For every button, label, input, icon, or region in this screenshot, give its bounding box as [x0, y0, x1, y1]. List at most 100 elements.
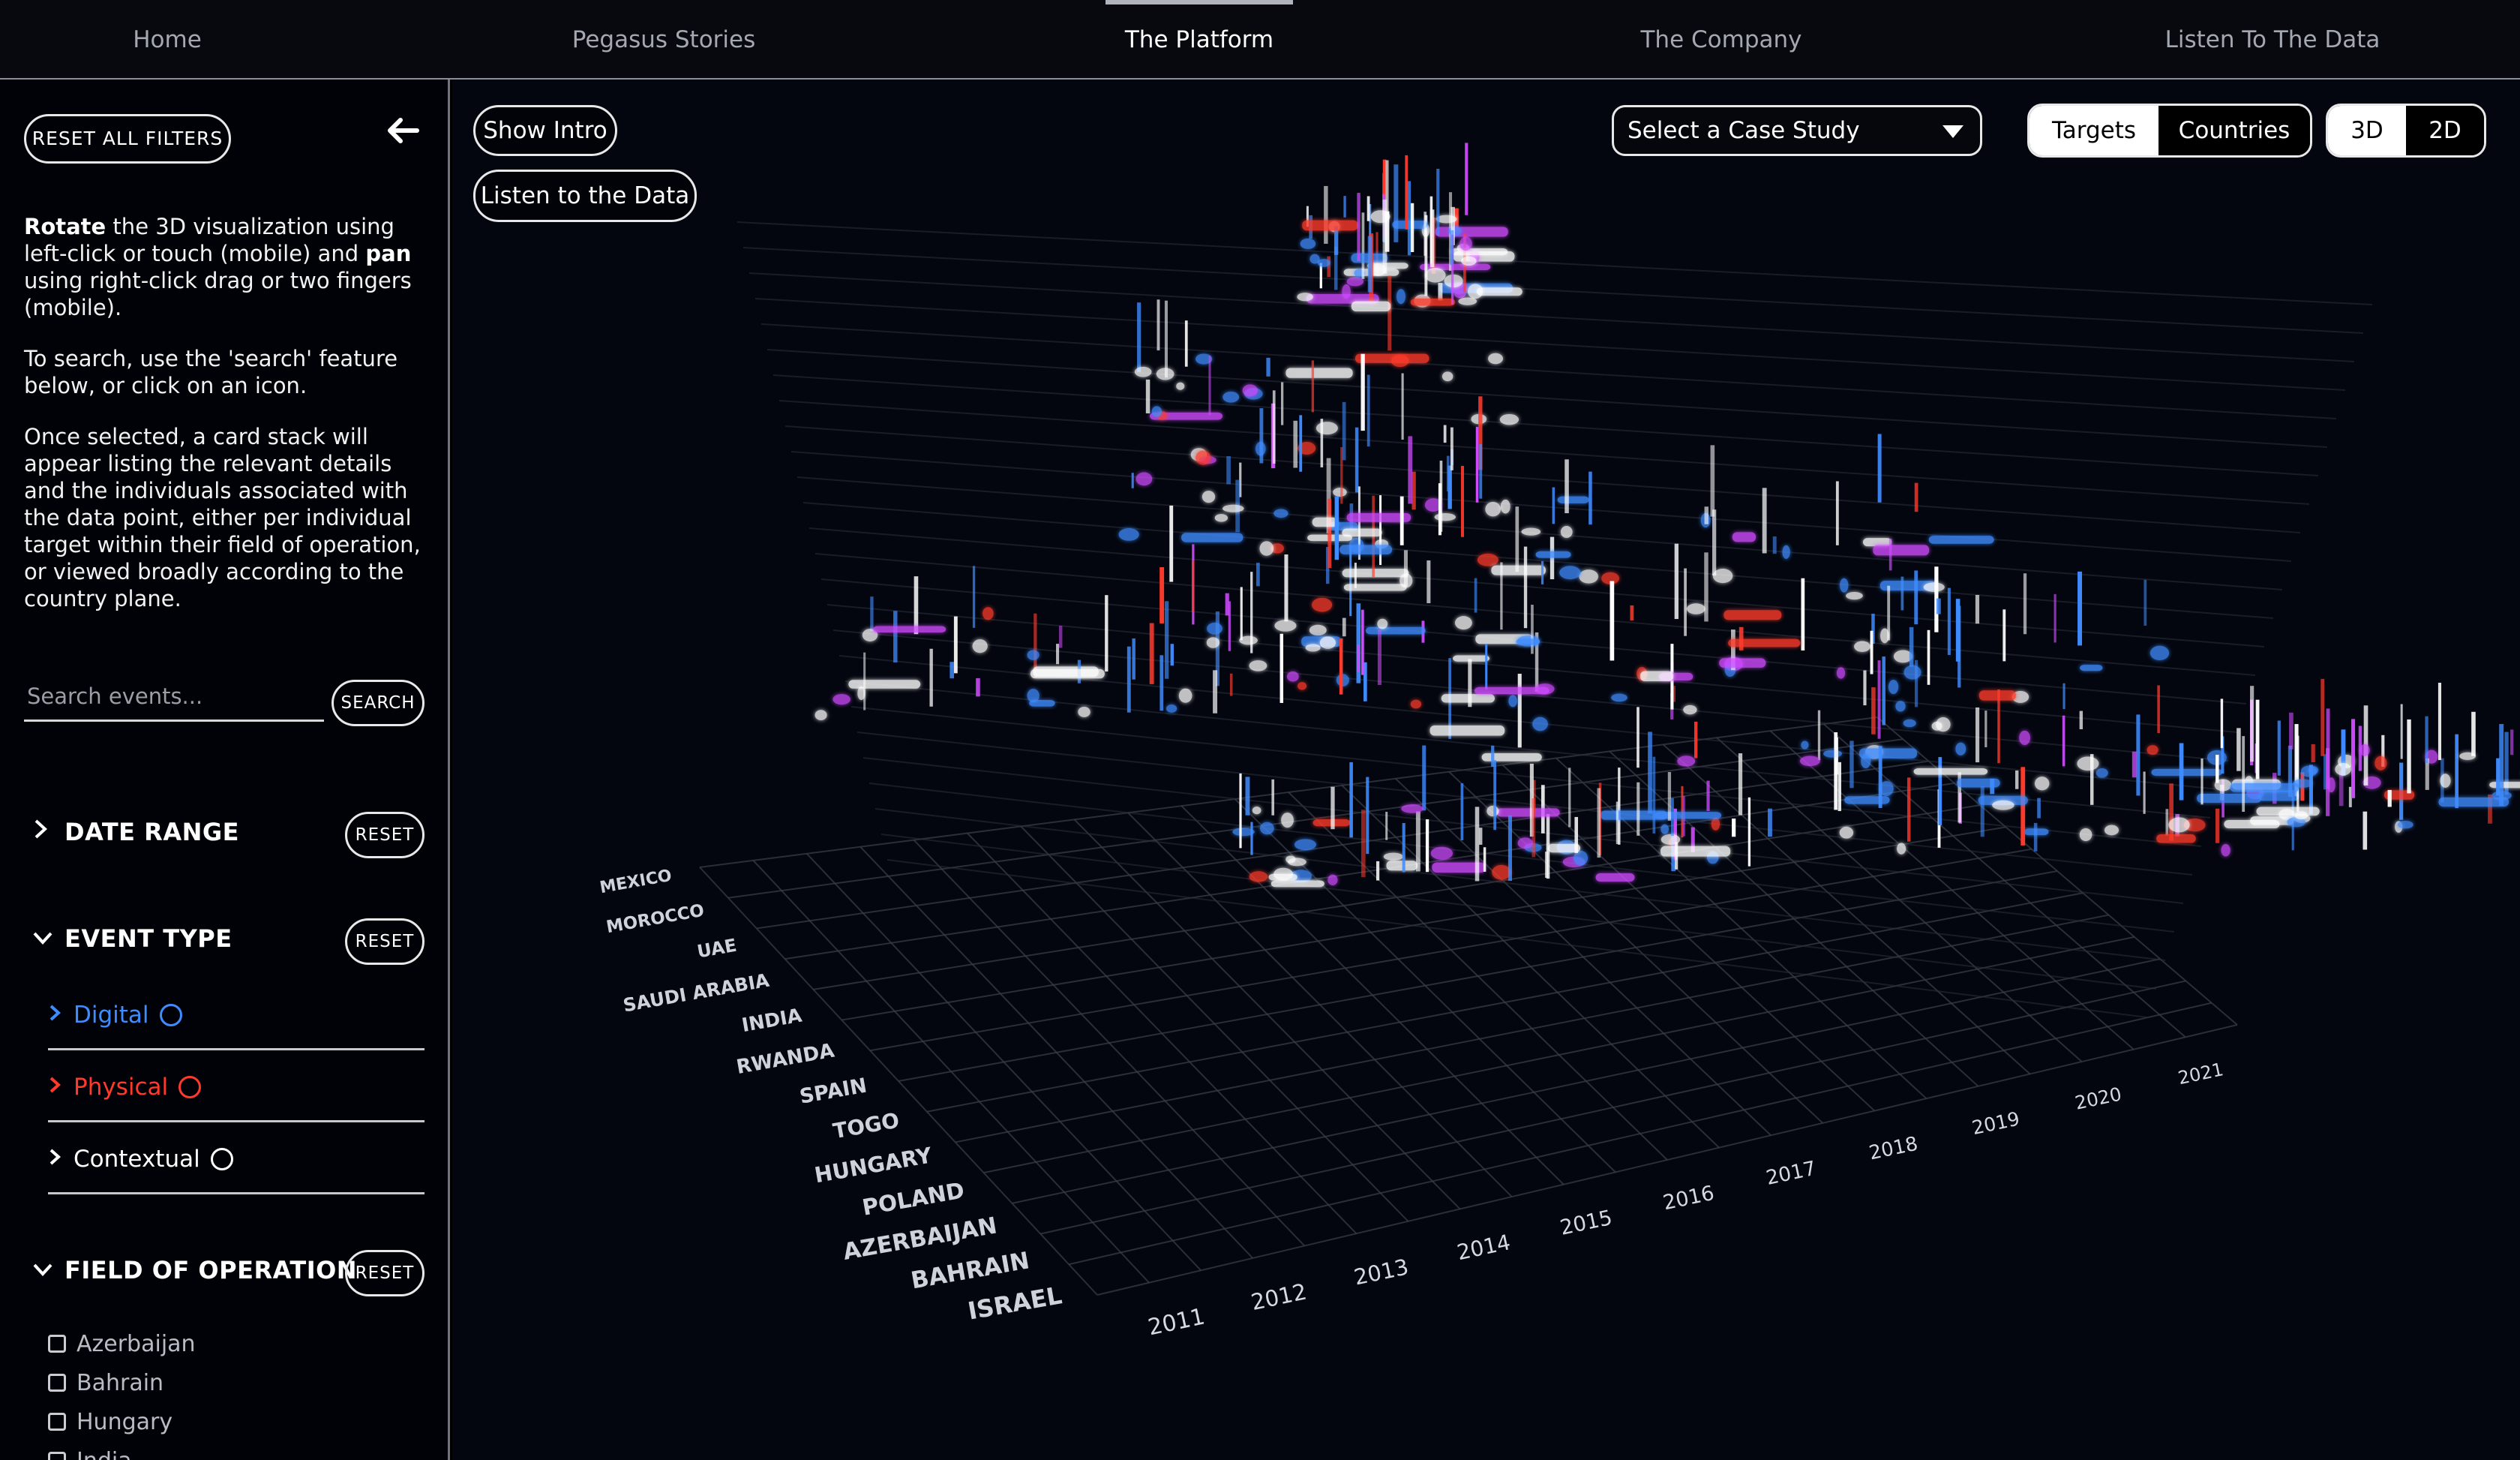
event-bar: [1474, 807, 1480, 882]
event-point: [1214, 514, 1228, 522]
event-point: [1955, 742, 1966, 756]
event-span: [2438, 797, 2510, 807]
event-bar: [2062, 683, 2066, 710]
grid-line: [756, 760, 1929, 930]
event-type-digital[interactable]: Digital: [48, 980, 424, 1050]
event-bar: [1574, 816, 1579, 853]
physical-radio-icon[interactable]: [178, 1075, 202, 1098]
event-span: [2258, 791, 2300, 801]
listen-to-data-button[interactable]: Listen to the Data: [473, 170, 697, 222]
event-bar: [1694, 721, 1698, 759]
nav-the-platform[interactable]: The Platform: [1106, 0, 1293, 78]
event-point: [1458, 297, 1478, 305]
3d-event-visualization[interactable]: 2011 2012 2013 2014 2015 2016 2017 2018 2019 2020…: [452, 80, 2520, 1460]
nav-listen-to-the-data[interactable]: Listen To The Data: [2164, 26, 2380, 53]
plane-line: [802, 502, 2274, 619]
country-checkbox-row[interactable]: Hungary: [48, 1409, 172, 1435]
event-bar: [1225, 593, 1229, 616]
plane-line: [832, 629, 2229, 762]
event-point: [1579, 569, 1598, 584]
event-bar: [1156, 299, 1160, 351]
nav-home[interactable]: Home: [133, 26, 202, 53]
event-bar: [1947, 587, 1951, 656]
event-point: [1256, 441, 1266, 456]
event-bar: [1927, 629, 1930, 685]
event-bar: [1334, 246, 1338, 290]
event-bar: [870, 596, 874, 632]
checkbox-icon[interactable]: [48, 1373, 66, 1392]
field-of-operation-reset-button[interactable]: RESET: [345, 1250, 424, 1296]
event-bar: [1546, 813, 1550, 879]
event-point: [1508, 695, 1518, 707]
search-button[interactable]: SEARCH: [332, 680, 424, 726]
date-range-toggle[interactable]: DATE RANGE: [32, 818, 239, 846]
country-tick-label: BAHRAIN: [909, 1247, 1032, 1294]
checkbox-icon[interactable]: [48, 1451, 66, 1460]
event-bar: [1256, 563, 1260, 587]
event-type-physical[interactable]: Physical: [48, 1052, 424, 1122]
search-events-input[interactable]: [24, 672, 324, 722]
event-bar: [1272, 390, 1276, 464]
event-point: [1601, 572, 1619, 584]
event-bar: [1652, 756, 1656, 834]
event-span: [1595, 873, 1635, 882]
event-bar: [2078, 571, 2083, 646]
event-point: [2287, 816, 2306, 828]
2d-toggle-button[interactable]: 2D: [2406, 106, 2484, 155]
nav-pegasus-stories[interactable]: Pegasus Stories: [572, 26, 756, 53]
nav-the-company[interactable]: The Company: [1640, 26, 1802, 53]
field-of-operation-toggle[interactable]: FIELD OF OPERATION: [32, 1256, 357, 1284]
event-span: [848, 680, 921, 689]
event-bar: [1385, 812, 1388, 840]
countries-toggle-button[interactable]: Countries: [2158, 106, 2310, 155]
checkbox-icon[interactable]: [48, 1412, 66, 1431]
event-point: [1879, 781, 1894, 797]
event-type-contextual[interactable]: Contextual: [48, 1124, 424, 1194]
event-type-reset-button[interactable]: RESET: [345, 918, 424, 965]
event-bar: [2165, 809, 2169, 836]
event-bar: [2323, 754, 2326, 790]
digital-radio-icon[interactable]: [159, 1003, 182, 1026]
show-intro-button[interactable]: Show Intro: [473, 105, 617, 156]
event-bar: [950, 662, 954, 679]
contextual-radio-icon[interactable]: [210, 1147, 233, 1170]
event-point: [1317, 259, 1330, 267]
event-point: [1259, 541, 1274, 556]
event-bar: [2381, 735, 2385, 768]
event-bar: [2362, 811, 2368, 850]
country-tick-label: POLAND: [860, 1177, 966, 1220]
checkbox-icon[interactable]: [48, 1334, 66, 1353]
event-point: [1888, 680, 1899, 694]
event-bar: [1342, 401, 1346, 461]
date-range-label: DATE RANGE: [64, 818, 239, 846]
event-span: [1346, 512, 1412, 522]
event-bar: [1478, 828, 1483, 845]
date-range-reset-button[interactable]: RESET: [345, 812, 424, 858]
collapse-arrow-icon[interactable]: [381, 108, 426, 153]
country-checkbox-row[interactable]: Azerbaijan: [48, 1331, 196, 1357]
event-bar: [1475, 426, 1479, 503]
country-checkbox-row[interactable]: India: [48, 1448, 132, 1460]
country-checkbox-row[interactable]: Bahrain: [48, 1370, 164, 1396]
chevron-down-icon: [32, 1256, 54, 1284]
event-bar: [2341, 729, 2346, 777]
event-span: [1270, 880, 1324, 888]
event-bar: [1681, 786, 1684, 838]
event-point: [1286, 671, 1299, 682]
event-bar: [1361, 212, 1365, 279]
3d-toggle-button[interactable]: 3D: [2328, 106, 2406, 155]
targets-toggle-button[interactable]: Targets: [2030, 106, 2158, 155]
event-bar: [1360, 353, 1365, 431]
event-bar: [1878, 746, 1882, 808]
case-study-dropdown[interactable]: Select a Case Study: [1612, 105, 1982, 156]
event-point: [2034, 777, 2050, 791]
event-bar: [1328, 498, 1332, 568]
event-type-toggle[interactable]: EVENT TYPE: [32, 924, 232, 953]
event-span: [1286, 368, 1353, 378]
event-bar: [1357, 644, 1360, 672]
event-point: [1242, 384, 1258, 397]
event-point: [1222, 391, 1240, 403]
event-bar: [1450, 230, 1454, 266]
reset-all-filters-button[interactable]: RESET ALL FILTERS: [24, 114, 231, 164]
plane-line: [742, 247, 2364, 334]
